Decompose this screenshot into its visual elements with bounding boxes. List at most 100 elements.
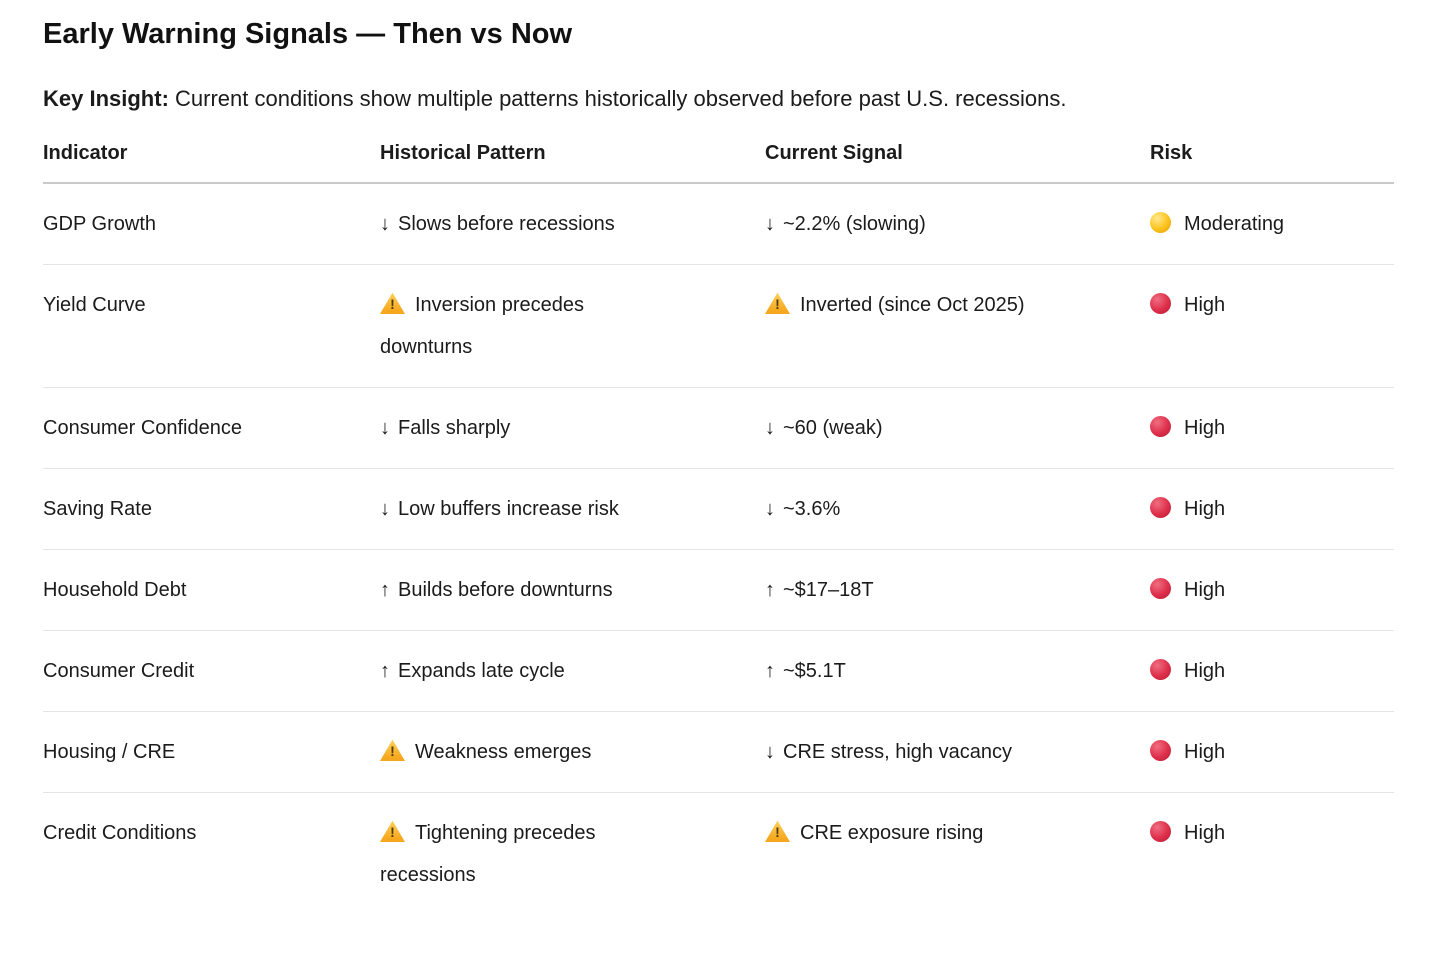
risk-cell: High [1150,265,1394,387]
signal-cell: Inverted (since Oct 2025) [765,265,1150,387]
pattern-cell: Builds before downturns [380,550,765,630]
warning-icon [380,820,405,842]
signal-cell: CRE stress, high vacancy [765,712,1150,792]
signal-text: ~3.6% [783,498,841,520]
signal-cell: ~60 (weak) [765,388,1150,468]
pattern-text: Weakness emerges [415,741,592,763]
table-row: Consumer Credit Expands late cycle ~$5.1… [43,631,1394,712]
up-arrow-icon [765,569,775,611]
signal-cell: ~3.6% [765,469,1150,549]
warning-icon [765,820,790,842]
pattern-cell: Weakness emerges [380,712,765,792]
pattern-text: Tightening precedes recessions [380,822,596,886]
page-title: Early Warning Signals — Then vs Now [43,18,573,50]
risk-cell: Moderating [1150,184,1394,264]
risk-label: High [1184,579,1226,601]
risk-label: High [1184,741,1226,763]
indicator-cell: Housing / CRE [43,712,380,792]
down-arrow-icon [380,203,390,245]
table-row: Saving Rate Low buffers increase risk ~3… [43,469,1394,550]
signals-table: Indicator Historical Pattern Current Sig… [43,140,1394,915]
signal-text: ~$17–18T [783,579,874,601]
pattern-cell: Expands late cycle [380,631,765,711]
warning-icon [765,292,790,314]
red-circle-icon [1150,659,1171,680]
pattern-cell: Inversion precedes downturns [380,265,765,387]
up-arrow-icon [765,650,775,692]
table-body: GDP Growth Slows before recessions ~2.2%… [43,184,1394,915]
indicator-label: Consumer Credit [43,660,195,682]
warning-icon [380,292,405,314]
column-header-historical-pattern: Historical Pattern [380,142,546,164]
pattern-cell: Tightening precedes recessions [380,793,765,915]
indicator-label: Yield Curve [43,294,146,316]
risk-label: High [1184,498,1226,520]
warning-icon [380,739,405,761]
red-circle-icon [1150,293,1171,314]
signal-text: Inverted (since Oct 2025) [800,294,1025,316]
risk-cell: High [1150,712,1394,792]
risk-cell: High [1150,388,1394,468]
column-header-current-signal: Current Signal [765,142,903,164]
table-header-row: Indicator Historical Pattern Current Sig… [43,140,1394,184]
indicator-cell: Household Debt [43,550,380,630]
table-row: Consumer Confidence Falls sharply ~60 (w… [43,388,1394,469]
indicator-label: Saving Rate [43,498,152,520]
pattern-text: Slows before recessions [398,213,615,235]
signal-text: ~$5.1T [783,660,846,682]
pattern-cell: Slows before recessions [380,184,765,264]
signal-cell: ~2.2% (slowing) [765,184,1150,264]
down-arrow-icon [765,488,775,530]
up-arrow-icon [380,569,390,611]
red-circle-icon [1150,578,1171,599]
indicator-label: Household Debt [43,579,187,601]
risk-cell: High [1150,793,1394,915]
down-arrow-icon [380,407,390,449]
risk-label: High [1184,417,1226,439]
indicator-label: Consumer Confidence [43,417,242,439]
indicator-cell: Consumer Confidence [43,388,380,468]
table-row: GDP Growth Slows before recessions ~2.2%… [43,184,1394,265]
table-row: Yield Curve Inversion precedes downturns… [43,265,1394,388]
key-insight-text: Current conditions show multiple pattern… [175,86,1067,111]
signal-text: ~60 (weak) [783,417,883,439]
column-header-risk: Risk [1150,142,1193,164]
pattern-text: Falls sharply [398,417,511,439]
key-insight: Key Insight: Current conditions show mul… [43,84,1394,114]
key-insight-label: Key Insight: [43,86,169,111]
red-circle-icon [1150,740,1171,761]
table-row: Housing / CRE Weakness emerges CRE stres… [43,712,1394,793]
signal-cell: ~$17–18T [765,550,1150,630]
indicator-label: Housing / CRE [43,741,176,763]
down-arrow-icon [765,407,775,449]
up-arrow-icon [380,650,390,692]
signal-cell: CRE exposure rising [765,793,1150,915]
indicator-cell: GDP Growth [43,184,380,264]
indicator-cell: Yield Curve [43,265,380,387]
risk-label: Moderating [1184,213,1285,235]
signal-cell: ~$5.1T [765,631,1150,711]
early-warning-report: Early Warning Signals — Then vs Now Key … [0,0,1394,915]
down-arrow-icon [765,731,775,773]
risk-label: High [1184,294,1226,316]
signal-text: CRE exposure rising [800,822,984,844]
risk-cell: High [1150,469,1394,549]
pattern-text: Low buffers increase risk [398,498,619,520]
red-circle-icon [1150,821,1171,842]
risk-label: High [1184,660,1226,682]
risk-cell: High [1150,550,1394,630]
pattern-text: Expands late cycle [398,660,565,682]
down-arrow-icon [765,203,775,245]
pattern-cell: Falls sharply [380,388,765,468]
down-arrow-icon [380,488,390,530]
indicator-cell: Saving Rate [43,469,380,549]
risk-label: High [1184,822,1226,844]
table-row: Household Debt Builds before downturns ~… [43,550,1394,631]
table-row: Credit Conditions Tightening precedes re… [43,793,1394,915]
pattern-text: Builds before downturns [398,579,613,601]
pattern-text: Inversion precedes downturns [380,294,584,358]
red-circle-icon [1150,497,1171,518]
indicator-cell: Consumer Credit [43,631,380,711]
yellow-circle-icon [1150,212,1171,233]
signal-text: ~2.2% (slowing) [783,213,926,235]
